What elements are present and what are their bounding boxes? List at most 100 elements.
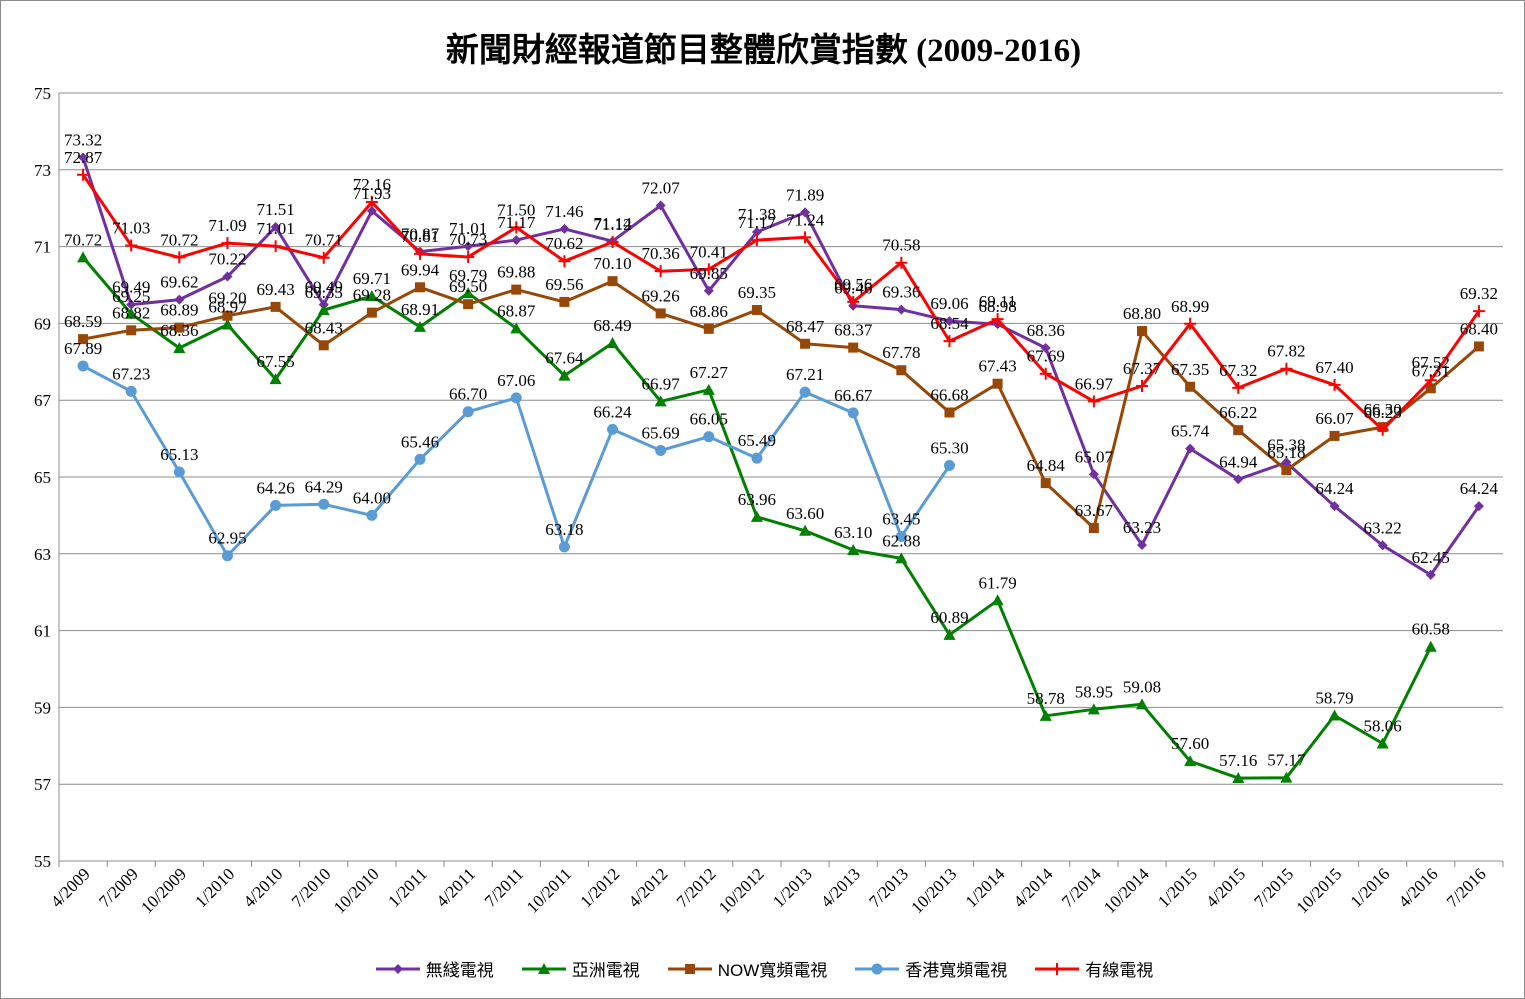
data-label: 69.71 xyxy=(353,269,391,288)
legend-label: 亞洲電視 xyxy=(571,961,640,980)
data-label: 69.50 xyxy=(449,277,487,296)
data-label: 67.21 xyxy=(786,365,824,384)
data-label: 66.07 xyxy=(1315,409,1354,428)
series-4-point xyxy=(317,251,330,264)
data-label: 64.00 xyxy=(353,488,391,507)
data-label: 70.58 xyxy=(882,236,920,255)
legend-swatch xyxy=(521,962,566,974)
series-4-point xyxy=(269,240,282,253)
series-1-point xyxy=(1184,755,1197,767)
data-label: 70.72 xyxy=(64,230,102,249)
series-1-point xyxy=(847,543,860,555)
series-2-point xyxy=(944,407,955,418)
data-label: 57.16 xyxy=(1219,751,1257,770)
data-label: 68.36 xyxy=(160,321,198,340)
series-4-point xyxy=(702,263,715,276)
series-1-point xyxy=(173,341,186,353)
series-4-point xyxy=(221,237,234,250)
series-1-point xyxy=(269,373,282,385)
series-1-point xyxy=(125,307,138,319)
y-tick-label: 65 xyxy=(34,468,51,487)
series-3-point xyxy=(751,452,763,464)
x-tick-label: 10/2010 xyxy=(330,864,383,917)
series-3-point xyxy=(558,541,570,553)
series-4-point xyxy=(1184,317,1197,330)
data-label: 68.80 xyxy=(1123,304,1161,323)
data-label: 58.95 xyxy=(1075,682,1113,701)
x-tick-label: 7/2014 xyxy=(1058,864,1105,911)
series-3-point xyxy=(655,445,667,457)
data-label: 69.25 xyxy=(112,287,150,306)
series-4-point xyxy=(799,231,812,244)
series-1-point xyxy=(1280,771,1293,783)
data-label: 66.68 xyxy=(930,385,968,404)
y-tick-label: 67 xyxy=(34,391,52,410)
data-label: 71.24 xyxy=(786,210,825,229)
data-label: 71.09 xyxy=(208,216,246,235)
data-label: 69.32 xyxy=(1460,284,1498,303)
data-label: 71.89 xyxy=(786,185,824,204)
series-1-point xyxy=(1328,709,1341,721)
series-3-point xyxy=(414,453,426,465)
data-label: 71.17 xyxy=(497,213,536,232)
series-3-point xyxy=(703,431,715,443)
y-tick-label: 63 xyxy=(34,545,51,564)
y-tick-label: 57 xyxy=(34,775,52,794)
data-label: 65.13 xyxy=(160,445,198,464)
legend-item: 無綫電視 xyxy=(374,956,494,981)
data-label: 71.38 xyxy=(738,205,776,224)
series-2-point xyxy=(270,301,281,312)
data-label: 66.22 xyxy=(1219,403,1257,422)
data-label: 69.62 xyxy=(160,273,198,292)
series-1-point xyxy=(1424,640,1437,652)
series-2-point xyxy=(1473,341,1484,352)
series-3-point xyxy=(125,385,137,397)
x-tick-label: 7/2011 xyxy=(481,864,527,910)
data-label: 71.50 xyxy=(497,200,535,219)
x-tick-label: 7/2016 xyxy=(1443,864,1490,911)
x-tick-label: 4/2016 xyxy=(1395,864,1442,911)
series-3-point xyxy=(77,360,89,372)
series-1-point xyxy=(414,320,426,332)
series-2-point xyxy=(559,296,570,307)
x-tick-label: 4/2010 xyxy=(240,864,287,911)
data-label: 66.70 xyxy=(449,385,487,404)
data-label: 69.88 xyxy=(497,263,535,282)
data-label: 71.03 xyxy=(112,218,150,237)
series-4-point xyxy=(1328,378,1341,391)
data-label: 67.35 xyxy=(1171,360,1209,379)
legend-label: 無綫電視 xyxy=(425,961,494,980)
data-label: 63.10 xyxy=(834,523,872,542)
y-tick-label: 59 xyxy=(34,698,51,717)
series-2-point xyxy=(366,307,377,318)
series-1-point xyxy=(317,303,330,315)
series-4-point xyxy=(1087,395,1100,408)
series-0-point xyxy=(463,241,474,252)
data-label: 64.24 xyxy=(1460,479,1499,498)
data-label: 66.23 xyxy=(1364,403,1402,422)
series-4-point xyxy=(606,235,619,248)
data-label: 68.43 xyxy=(305,318,343,337)
series-1-point xyxy=(991,594,1004,606)
series-3-point xyxy=(510,392,522,404)
data-label: 72.87 xyxy=(64,148,103,167)
data-label: 69.20 xyxy=(208,289,246,308)
series-4-point xyxy=(1232,381,1245,394)
data-label: 66.24 xyxy=(593,402,632,421)
legend-label: 有線電視 xyxy=(1085,961,1154,980)
data-label: 62.45 xyxy=(1412,548,1450,567)
series-1-point xyxy=(750,510,763,522)
series-0-point xyxy=(126,299,137,310)
data-label: 67.55 xyxy=(256,352,294,371)
series-1-point xyxy=(702,383,715,395)
series-1-point xyxy=(1136,698,1148,710)
data-label: 67.40 xyxy=(1315,358,1353,377)
series-4-point xyxy=(895,256,908,269)
data-label: 68.97 xyxy=(208,298,247,317)
series-3-point xyxy=(943,459,955,471)
series-4-point xyxy=(1039,367,1052,380)
data-label: 71.17 xyxy=(738,213,777,232)
data-label: 65.30 xyxy=(930,438,968,457)
series-0-point xyxy=(1377,540,1388,551)
series-4-point xyxy=(1280,362,1293,375)
